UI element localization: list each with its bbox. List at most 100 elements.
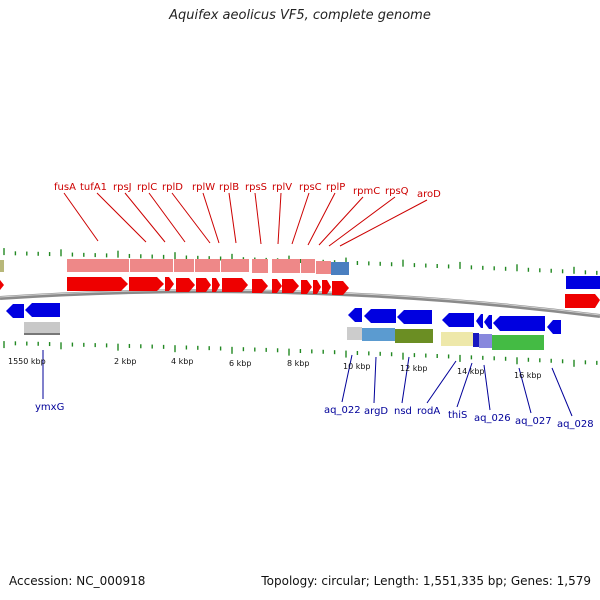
gene-label[interactable]: rplC	[137, 182, 157, 193]
bottom-gene-labels: ymxG aq_022 argD nsd rodA thiS aq_026 aq_027 aq_…	[35, 350, 594, 430]
gene-arrow[interactable]	[282, 279, 299, 293]
label-leader-line	[401, 356, 410, 404]
gene-label[interactable]: ymxG	[35, 402, 64, 413]
label-leader-line	[171, 192, 211, 244]
label-leader-line	[318, 196, 364, 246]
gene-arrow[interactable]	[493, 316, 545, 331]
gene-arrow[interactable]	[222, 278, 248, 292]
gene-label[interactable]: fusA	[54, 182, 76, 193]
gene-label[interactable]: rpsQ	[385, 186, 409, 197]
label-leader-line	[551, 367, 573, 417]
cog-box[interactable]	[566, 276, 600, 289]
gene-arrow[interactable]	[252, 279, 268, 293]
gene-label[interactable]: aq_028	[557, 419, 594, 430]
cog-box[interactable]	[130, 259, 173, 272]
cog-box[interactable]	[24, 322, 60, 334]
label-leader-line	[518, 367, 532, 414]
gene-label[interactable]: rplB	[219, 182, 239, 193]
gene-label[interactable]: aq_026	[474, 413, 511, 424]
gene-label[interactable]: tufA1	[80, 182, 107, 193]
position-label: 4 kbp	[171, 357, 193, 366]
gene-label[interactable]: nsd	[394, 406, 412, 417]
gene-arrow[interactable]	[547, 320, 561, 334]
position-labels: 1550 kbp 2 kbp 4 kbp 6 kbp 8 kbp 10 kbp 12 kbp…	[8, 357, 542, 380]
gene-arrow[interactable]	[565, 294, 600, 308]
gene-arrow[interactable]	[348, 308, 362, 322]
cog-box[interactable]	[347, 327, 362, 340]
cog-box[interactable]	[24, 333, 60, 335]
gene-label[interactable]: thiS	[448, 410, 467, 421]
gene-label[interactable]: rpsC	[299, 182, 322, 193]
gene-label[interactable]: rplP	[326, 182, 345, 193]
position-label: 12 kbp	[400, 364, 428, 373]
cog-box[interactable]	[331, 262, 349, 275]
gene-label[interactable]: argD	[364, 406, 388, 417]
top-gene-labels: fusA tufA1 rpsJ rplC rplD rplW rplB rpsS rplV rps…	[54, 182, 441, 247]
gene-arrow[interactable]	[301, 280, 312, 294]
gene-row-reverse	[6, 303, 561, 334]
gene-arrow[interactable]	[442, 313, 474, 327]
gene-arrow[interactable]	[165, 277, 174, 291]
gene-arrow[interactable]	[0, 280, 4, 290]
label-leader-line	[291, 192, 310, 245]
gene-arrow[interactable]	[25, 303, 60, 317]
cog-box[interactable]	[221, 259, 249, 272]
gene-arrow[interactable]	[364, 309, 396, 323]
cog-box[interactable]	[252, 259, 268, 273]
gene-arrow[interactable]	[196, 278, 211, 292]
gene-arrow[interactable]	[129, 277, 164, 291]
position-label: 6 kbp	[229, 359, 251, 368]
gene-row-forward	[0, 277, 600, 308]
position-label: 8 kbp	[287, 359, 309, 368]
gene-arrow[interactable]	[313, 280, 321, 294]
label-leader-line	[277, 192, 282, 245]
position-label: 14 kbp	[457, 367, 485, 376]
label-leader-line	[328, 196, 396, 247]
gene-label[interactable]: rplD	[162, 182, 183, 193]
gene-arrow[interactable]	[322, 280, 331, 294]
gene-arrow[interactable]	[6, 304, 24, 318]
cog-box[interactable]	[395, 329, 433, 343]
label-leader-line	[124, 192, 166, 243]
cog-box[interactable]	[174, 259, 194, 272]
label-leader-line	[483, 364, 491, 411]
gene-label[interactable]: aq_022	[324, 405, 361, 416]
cog-box[interactable]	[362, 328, 395, 341]
cog-box[interactable]	[479, 334, 492, 348]
gene-label[interactable]: rplW	[192, 182, 215, 193]
label-leader-line	[228, 192, 237, 244]
gene-label[interactable]: aq_027	[515, 416, 552, 427]
cog-box[interactable]	[195, 259, 220, 272]
gene-label[interactable]: rplV	[272, 182, 292, 193]
gene-arrow[interactable]	[476, 314, 483, 328]
label-leader-line	[307, 192, 336, 246]
cog-box[interactable]	[0, 260, 4, 272]
gene-arrow[interactable]	[332, 281, 349, 295]
label-leader-line	[202, 192, 220, 244]
label-leader-line	[341, 354, 353, 403]
cog-box[interactable]	[441, 332, 473, 346]
gene-label[interactable]: rpsJ	[113, 182, 132, 193]
gene-label[interactable]: rpmC	[353, 186, 380, 197]
gene-arrow[interactable]	[176, 278, 195, 292]
cog-box[interactable]	[492, 335, 544, 350]
gene-label[interactable]: rpsS	[245, 182, 267, 193]
gene-arrow[interactable]	[272, 279, 282, 293]
genome-backbone	[0, 289, 600, 318]
tick-row-bottom	[3, 341, 598, 367]
genome-backbone-highlight	[0, 289, 600, 316]
cog-box[interactable]	[67, 259, 129, 272]
gene-arrow[interactable]	[397, 310, 432, 324]
gene-label[interactable]: rodA	[417, 406, 440, 417]
gene-arrow[interactable]	[212, 278, 220, 292]
label-leader-line	[426, 360, 457, 404]
cog-box[interactable]	[316, 261, 331, 274]
gene-arrow[interactable]	[484, 315, 492, 329]
gene-label[interactable]: aroD	[417, 189, 441, 200]
position-label: 2 kbp	[114, 357, 136, 366]
cog-box[interactable]	[272, 259, 300, 273]
gene-arrow[interactable]	[67, 277, 128, 291]
cog-box[interactable]	[301, 259, 315, 273]
cog-box[interactable]	[473, 333, 479, 347]
